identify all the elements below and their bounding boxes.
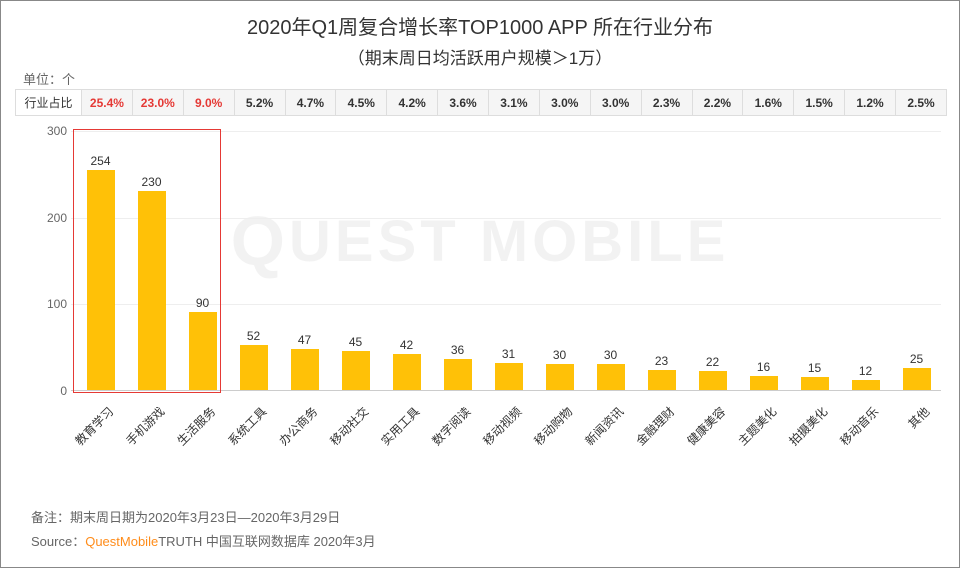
- percent-table: 行业占比25.4%23.0%9.0%5.2%4.7%4.5%4.2%3.6%3.…: [15, 89, 947, 116]
- bar-value: 23: [637, 354, 687, 368]
- x-label: 移动视频: [479, 403, 525, 449]
- bar-chart: 0100200300254230905247454236313030232216…: [41, 121, 947, 451]
- bar: [393, 354, 421, 390]
- pct-cell: 4.2%: [387, 90, 438, 116]
- bar: [444, 359, 472, 390]
- pct-cell: 5.2%: [234, 90, 285, 116]
- x-label: 手机游戏: [122, 403, 168, 449]
- bar-value: 30: [586, 348, 636, 362]
- bar-value: 12: [841, 364, 891, 378]
- footer: 备注：期末周日期为2020年3月23日—2020年3月29日 Source：Qu…: [31, 506, 376, 553]
- x-label: 移动社交: [326, 403, 372, 449]
- bar: [699, 371, 727, 390]
- pct-cell: 4.5%: [336, 90, 387, 116]
- bar-value: 22: [688, 355, 738, 369]
- bar-value: 25: [892, 352, 942, 366]
- x-label: 系统工具: [224, 403, 270, 449]
- pct-cell: 9.0%: [183, 90, 234, 116]
- x-label: 健康美容: [683, 403, 729, 449]
- bar-value: 31: [484, 347, 534, 361]
- y-tick: 0: [41, 384, 67, 398]
- bar: [597, 364, 625, 390]
- bar: [291, 349, 319, 390]
- bar-value: 42: [382, 338, 432, 352]
- bar-value: 36: [433, 343, 483, 357]
- highlight-box: [73, 129, 221, 393]
- x-label: 金融理财: [632, 403, 678, 449]
- pct-cell: 25.4%: [82, 90, 133, 116]
- bar: [546, 364, 574, 390]
- x-label: 移动音乐: [836, 403, 882, 449]
- y-tick: 100: [41, 297, 67, 311]
- unit-label: 单位：个: [23, 69, 75, 88]
- pct-cell: 3.6%: [438, 90, 489, 116]
- bar: [852, 380, 880, 390]
- pct-cell: 3.0%: [539, 90, 590, 116]
- bar-value: 45: [331, 335, 381, 349]
- x-label: 移动购物: [530, 403, 576, 449]
- x-label: 数字阅读: [428, 403, 474, 449]
- x-label: 新闻资讯: [581, 403, 627, 449]
- pct-cell: 1.2%: [845, 90, 896, 116]
- footer-source: Source：QuestMobileTRUTH 中国互联网数据库 2020年3月: [31, 530, 376, 553]
- bar-value: 15: [790, 361, 840, 375]
- x-label: 拍摄美化: [785, 403, 831, 449]
- bar-value: 16: [739, 360, 789, 374]
- pct-cell: 2.3%: [641, 90, 692, 116]
- bar: [648, 370, 676, 390]
- y-tick: 300: [41, 124, 67, 138]
- pct-cell: 23.0%: [132, 90, 183, 116]
- bar-value: 30: [535, 348, 585, 362]
- pct-header: 行业占比: [16, 90, 82, 116]
- bar-value: 47: [280, 333, 330, 347]
- pct-cell: 2.2%: [692, 90, 743, 116]
- chart-subtitle: （期末周日均活跃用户规模＞1万）: [1, 44, 959, 69]
- bar: [750, 376, 778, 390]
- bar: [903, 368, 931, 390]
- x-label: 办公商务: [275, 403, 321, 449]
- footer-note: 备注：期末周日期为2020年3月23日—2020年3月29日: [31, 506, 376, 529]
- pct-cell: 1.5%: [794, 90, 845, 116]
- bar: [801, 377, 829, 390]
- pct-cell: 4.7%: [285, 90, 336, 116]
- x-label: 实用工具: [377, 403, 423, 449]
- pct-cell: 2.5%: [896, 90, 947, 116]
- bar: [342, 351, 370, 390]
- chart-title: 2020年Q1周复合增长率TOP1000 APP 所在行业分布: [1, 11, 959, 40]
- pct-cell: 3.0%: [590, 90, 641, 116]
- x-label: 教育学习: [71, 403, 117, 449]
- bar: [240, 345, 268, 390]
- x-label: 生活服务: [173, 403, 219, 449]
- bar: [495, 363, 523, 390]
- pct-cell: 1.6%: [743, 90, 794, 116]
- y-tick: 200: [41, 211, 67, 225]
- bar-value: 52: [229, 329, 279, 343]
- x-label: 主题美化: [734, 403, 780, 449]
- x-label: 其他: [904, 403, 933, 432]
- pct-cell: 3.1%: [489, 90, 540, 116]
